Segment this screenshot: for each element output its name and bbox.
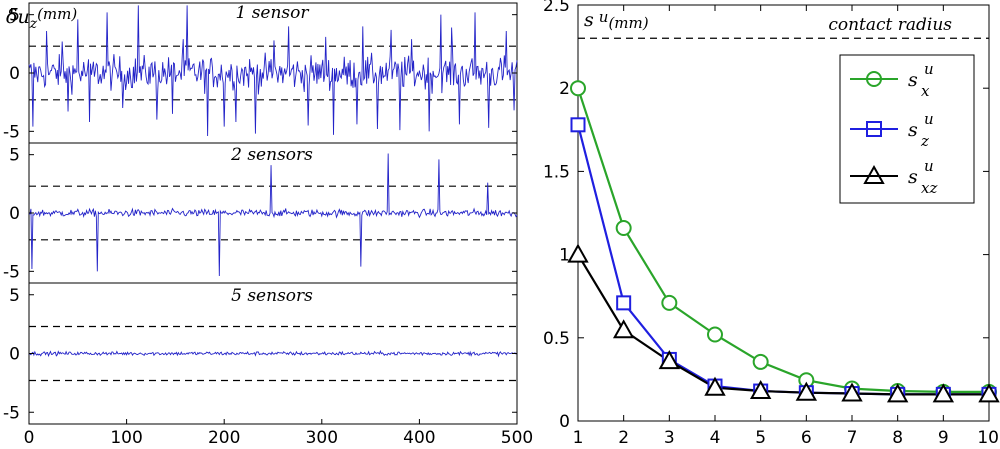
series-line-sxz xyxy=(577,254,989,396)
panel-2-title: 2 sensors xyxy=(230,145,313,165)
series-line-sx xyxy=(576,87,989,393)
panel-0-ytick-label: 5 xyxy=(9,6,20,26)
series-point-sxz xyxy=(658,350,681,370)
legend-label-sxz-sub: xz xyxy=(921,179,937,197)
series-point-sxz xyxy=(978,383,1000,403)
panel-2-xtick-label: 400 xyxy=(403,428,435,445)
legend-marker-sxz xyxy=(863,164,885,184)
series-point-sxz xyxy=(886,383,909,403)
legend-label-sx-sub: x xyxy=(921,82,930,100)
panel-error: s u(mm) contact radius xyxy=(577,4,990,422)
panel-error-ylabel-main: s xyxy=(584,9,594,31)
panel-2-xtick-label: 100 xyxy=(110,428,142,445)
series-point-sxz xyxy=(841,382,863,402)
panel-error-ylabel: s u(mm) xyxy=(584,8,649,32)
panel-error-frame xyxy=(577,4,990,422)
series-point-sx xyxy=(570,80,586,97)
legend-label-sxz-main: s xyxy=(908,166,918,188)
panel-1-ytick-label: 0 xyxy=(9,204,20,224)
series-point-sx xyxy=(615,219,632,236)
panel-1-signal xyxy=(28,153,518,277)
error-ytick-label: 0 xyxy=(559,412,570,432)
panel-2-xtick-label: 300 xyxy=(306,428,338,445)
series-point-sx xyxy=(707,326,723,343)
error-xtick-label: 2 xyxy=(618,428,629,445)
error-ytick-label: 0.5 xyxy=(543,329,570,349)
error-xtick-label: 5 xyxy=(755,428,766,445)
legend-label-sx: s xyxy=(908,69,918,91)
legend-label-sz-sup: u xyxy=(924,110,934,128)
series-point-sxz xyxy=(567,243,589,263)
legend-label-sx-main: s xyxy=(908,69,918,91)
plot-layer: 50-550-550-50 100 200 300 400 50000.511.522.5… xyxy=(3,0,1000,448)
error-xtick-label: 1 xyxy=(573,428,584,445)
legend-entry-sxz: s u xz xyxy=(850,157,937,197)
panel-error-ylabel-unit: (mm) xyxy=(608,14,648,32)
error-ytick-label: 1.5 xyxy=(543,162,570,182)
panel-0-ytick-label: -5 xyxy=(3,122,20,142)
panel-5-title: 5 sensors xyxy=(231,286,313,306)
series-point-sxz xyxy=(795,381,818,401)
contact-radius-label: contact radius xyxy=(828,15,952,35)
legend-marker-sz xyxy=(866,121,882,137)
error-ytick-label: 2 xyxy=(559,79,570,99)
panel-0-signal xyxy=(28,5,518,137)
panel-1-ylabel: δuz(mm) xyxy=(6,5,77,32)
panel-1-ytick-label: -5 xyxy=(3,262,20,282)
panel-1-title: 1 sensor xyxy=(235,3,309,23)
series-point-sz xyxy=(570,117,586,133)
series-point-sx xyxy=(752,353,769,370)
series-point-sxz xyxy=(749,380,772,400)
panel-2-signal xyxy=(28,349,518,358)
series-point-sxz xyxy=(612,319,635,339)
legend-label-sx-sup: u xyxy=(924,60,934,78)
error-xtick-label: 4 xyxy=(710,428,721,445)
panel-0-ytick-label: 0 xyxy=(9,64,20,84)
legend-label-sz-sub: z xyxy=(920,132,929,150)
error-xtick-label: 3 xyxy=(664,428,675,445)
panel-1-ylabel-main: δu xyxy=(6,6,30,28)
error-xtick-label: 7 xyxy=(847,428,858,445)
legend-label-sxz: s xyxy=(908,166,918,188)
panel-2-xtick-label: 200 xyxy=(208,428,240,445)
panel-2-ytick-label: -5 xyxy=(3,403,20,423)
panel-2-ytick-label: 5 xyxy=(9,286,20,306)
error-xtick-label: 8 xyxy=(892,428,903,445)
panel-1-ylabel-unit: (mm) xyxy=(37,5,77,23)
series-point-sxz xyxy=(932,383,955,403)
panel-2-xtick-label: 500 xyxy=(501,428,533,445)
series-point-sz xyxy=(616,295,632,311)
panel-1-ylabel-sub: z xyxy=(29,16,38,32)
error-xtick-label: 9 xyxy=(938,428,949,445)
legend-entry-sx: s u x xyxy=(850,60,934,100)
legend-label-sz: s xyxy=(908,119,918,141)
legend-entry-sz: s u z xyxy=(850,110,934,150)
error-xtick-label: 6 xyxy=(801,428,812,445)
legend-label-sz-main: s xyxy=(908,119,918,141)
legend-marker-sx xyxy=(866,71,882,87)
panel-2-xtick-label: 0 xyxy=(24,428,35,445)
panel-1-ytick-label: 5 xyxy=(9,146,20,166)
error-xtick-label: 10 xyxy=(977,428,999,445)
series-point-sxz xyxy=(704,376,726,396)
panel-2-ytick-label: 0 xyxy=(9,345,20,365)
panel-error-ylabel-sup: u xyxy=(599,8,609,26)
legend-label-sxz-sup: u xyxy=(924,157,934,175)
legend: s u x s u z s u xz xyxy=(839,54,975,204)
series-point-sx xyxy=(661,294,678,311)
error-ytick-label: 1 xyxy=(559,246,570,266)
error-ytick-label: 2.5 xyxy=(543,0,570,16)
